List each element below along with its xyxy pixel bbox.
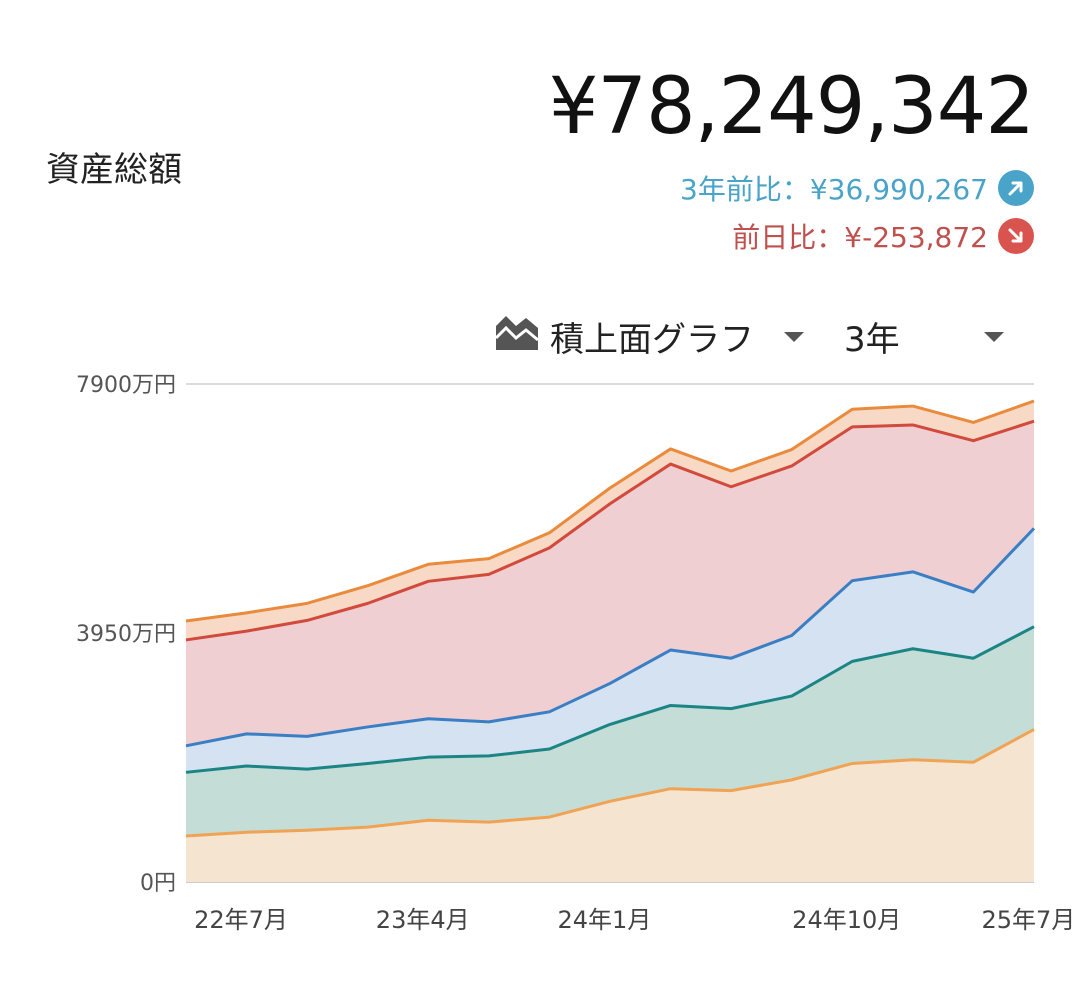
x-tick-label: 23年4月 <box>376 906 470 934</box>
compare-3y-text: 3年前比：¥36,990,267 <box>680 173 988 206</box>
series-line <box>185 625 1035 774</box>
y-tick-label: 7900万円 <box>76 373 176 398</box>
series-line <box>185 527 1036 748</box>
x-tick-label: 25年7月 <box>982 906 1076 934</box>
chart-type-label: 積上面グラフ <box>550 320 754 360</box>
chart-controls: 積上面グラフ 3年 <box>494 312 1004 361</box>
x-tick-label: 22年7月 <box>194 906 288 934</box>
line-layer <box>185 399 1036 838</box>
stacked-area-chart: 0円 3950万円 7900万円 22年7月 23年4月 24年1月 24年10月 25年7… <box>76 373 1075 934</box>
x-tick-label: 24年10月 <box>792 906 901 934</box>
compare-day-text: 前日比：¥-253,872 <box>732 221 988 254</box>
chevron-down-icon <box>784 331 804 342</box>
area-layer <box>186 401 1034 882</box>
y-tick-label: 3950万円 <box>76 622 176 647</box>
x-tick-label: 24年1月 <box>558 906 652 934</box>
period-select[interactable]: 3年 <box>844 312 1004 361</box>
compare-day-row: 前日比：¥-253,872 <box>732 216 1034 256</box>
series-area <box>186 421 1034 746</box>
y-tick-label: 0円 <box>140 871 176 896</box>
x-axis: 22年7月 23年4月 24年1月 24年10月 25年7月 <box>194 906 1075 934</box>
page-title: 資産総額 <box>46 150 182 190</box>
series-area <box>186 729 1034 882</box>
series-area <box>186 401 1034 640</box>
compare-3y-row: 3年前比：¥36,990,267 <box>680 168 1034 208</box>
chart-type-select[interactable]: 積上面グラフ <box>550 312 804 361</box>
total-amount: ¥78,249,342 <box>548 62 1035 152</box>
y-axis: 0円 3950万円 7900万円 <box>76 373 176 896</box>
arrow-up-right-icon <box>998 170 1034 206</box>
chevron-down-icon <box>983 331 1004 342</box>
period-label: 3年 <box>844 320 900 360</box>
series-line <box>185 419 1035 642</box>
series-line <box>185 728 1035 838</box>
series-line <box>185 399 1035 623</box>
arrow-down-right-icon <box>998 218 1034 254</box>
stacked-area-icon <box>494 312 550 361</box>
